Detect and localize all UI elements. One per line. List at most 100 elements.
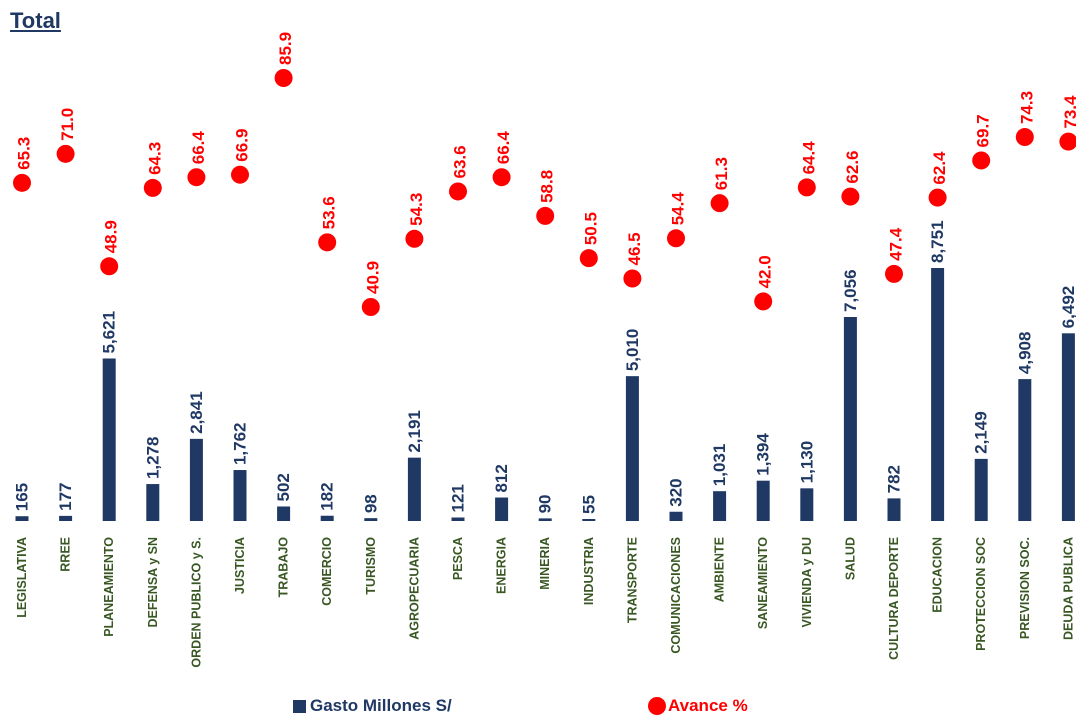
avance-dot-orden-publico-y-s: [187, 168, 206, 187]
bar-planeamiento: [102, 358, 116, 521]
bar-vivienda-y-du: [800, 488, 814, 521]
avance-dot-trabajo: [274, 69, 293, 87]
avance-value-label: 69.7: [974, 114, 993, 147]
bar-agropecuaria: [407, 457, 421, 521]
bar-value-label: 5,010: [623, 329, 642, 372]
avance-value-label: 64.3: [145, 142, 164, 175]
bar-deuda-publica: [1061, 333, 1075, 521]
category-label-comunicaciones: COMUNICACIONES: [669, 537, 683, 654]
bar-value-label: 6,492: [1059, 286, 1076, 329]
avance-value-label: 85.9: [276, 32, 295, 65]
avance-value-label: 46.5: [625, 232, 644, 265]
category-label-educacion: EDUCACION: [931, 537, 945, 613]
bar-cultura-deporte: [887, 498, 901, 521]
bar-rree: [59, 515, 73, 521]
legend-bar-swatch-icon: [293, 699, 306, 713]
bar-proteccion-soc: [974, 458, 988, 521]
avance-dot-transporte: [623, 269, 642, 288]
category-label-agropecuaria: AGROPECUARIA: [407, 537, 421, 640]
bar-saneamiento: [756, 480, 770, 521]
chart-title: Total: [10, 8, 61, 33]
category-label-comercio: COMERCIO: [320, 537, 334, 606]
avance-dot-energia: [492, 168, 511, 187]
bar-value-label: 2,149: [972, 411, 991, 454]
legend-dot-swatch-icon: [648, 697, 666, 715]
bar-orden-publico-y-s: [189, 438, 203, 521]
legend-label-avance: Avance %: [668, 696, 748, 715]
avance-value-label: 50.5: [581, 212, 600, 245]
avance-value-label: 64.4: [799, 141, 818, 175]
category-label-proteccion-soc: PROTECCION SOC: [974, 537, 988, 651]
avance-value-label: 65.3: [15, 137, 34, 170]
avance-dot-proteccion-soc: [972, 151, 991, 170]
bar-value-label: 782: [885, 465, 904, 493]
bar-value-label: 1,130: [797, 441, 816, 484]
bar-industria: [582, 519, 596, 521]
bar-educacion: [931, 268, 945, 521]
avance-value-label: 66.4: [189, 131, 208, 165]
bar-ambiente: [713, 491, 727, 521]
category-label-saneamiento: SANEAMIENTO: [756, 537, 770, 629]
avance-dot-turismo: [361, 298, 380, 316]
bar-turismo: [364, 518, 378, 521]
avance-value-label: 47.4: [887, 227, 906, 261]
bar-value-label: 812: [492, 464, 511, 492]
avance-dot-comercio: [318, 233, 337, 252]
bar-justicia: [233, 470, 247, 521]
bar-energia: [495, 497, 509, 521]
avance-value-label: 62.4: [930, 151, 949, 185]
category-label-deuda-publica: DEUDA PUBLICA: [1061, 537, 1075, 640]
avance-dot-industria: [579, 249, 598, 268]
category-label-ambiente: AMBIENTE: [713, 537, 727, 602]
avance-dot-ambiente: [710, 194, 729, 213]
avance-dot-justicia: [231, 165, 249, 184]
category-label-energia: ENERGIA: [495, 537, 509, 594]
category-label-pesca: PESCA: [451, 537, 465, 580]
bar-prevision-soc: [1018, 379, 1032, 521]
avance-dot-legislativa: [13, 173, 31, 192]
bar-value-label: 320: [667, 478, 686, 506]
avance-value-label: 62.6: [843, 150, 862, 183]
category-label-transporte: TRANSPORTE: [625, 537, 639, 623]
legend-item-avance: Avance %: [648, 696, 748, 716]
avance-dot-rree: [56, 144, 75, 163]
bar-value-label: 502: [274, 473, 293, 501]
avance-dot-saneamiento: [754, 292, 773, 311]
avance-value-label: 48.9: [102, 220, 121, 253]
bar-value-label: 165: [13, 483, 32, 511]
category-label-vivienda-y-du: VIVIENDA y DU: [800, 537, 814, 628]
bar-comercio: [320, 515, 334, 521]
category-label-planeamiento: PLANEAMIENTO: [102, 537, 116, 637]
bar-value-label: 2,841: [187, 391, 206, 434]
bar-defensa-y-sn: [146, 484, 160, 521]
avance-value-label: 73.4: [1061, 95, 1076, 129]
bar-legislativa: [15, 516, 29, 521]
category-label-cultura-deporte: CULTURA DEPORTE: [887, 537, 901, 660]
avance-value-label: 54.3: [407, 193, 426, 226]
avance-dot-comunicaciones: [667, 229, 685, 248]
category-label-orden-publico-y-s: ORDEN PUBLICO y S.: [189, 537, 203, 668]
avance-dot-agropecuaria: [405, 229, 424, 248]
bar-value-label: 1,278: [143, 437, 162, 480]
bar-value-label: 5,621: [100, 311, 119, 354]
bar-value-label: 98: [361, 494, 380, 513]
bar-value-label: 8,751: [928, 220, 947, 263]
avance-dot-defensa-y-sn: [143, 178, 162, 197]
avance-value-label: 71.0: [58, 108, 77, 141]
category-label-salud: SALUD: [843, 537, 857, 580]
avance-value-label: 66.9: [233, 129, 252, 162]
category-label-industria: INDUSTRIA: [582, 537, 596, 605]
category-label-legislativa: LEGISLATIVA: [15, 537, 29, 618]
category-label-turismo: TURISMO: [364, 537, 378, 595]
avance-dot-mineria: [536, 206, 555, 225]
avance-dot-salud: [841, 187, 860, 206]
category-label-mineria: MINERIA: [538, 537, 552, 590]
avance-value-label: 58.8: [538, 170, 557, 203]
bar-value-label: 182: [318, 482, 337, 510]
avance-dot-deuda-publica: [1059, 132, 1076, 151]
category-label-defensa-y-sn: DEFENSA y SN: [146, 537, 160, 628]
avance-dot-planeamiento: [100, 257, 119, 276]
category-label-trabajo: TRABAJO: [277, 537, 291, 598]
avance-dot-cultura-deporte: [885, 264, 903, 283]
avance-value-label: 54.4: [669, 192, 688, 226]
